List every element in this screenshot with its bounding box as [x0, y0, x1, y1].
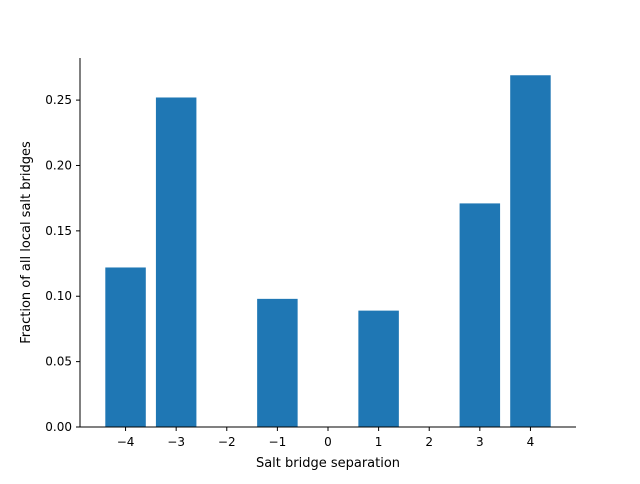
bar-−4	[105, 267, 146, 427]
y-tick-label: 0.15	[45, 224, 72, 238]
x-axis-label: Salt bridge separation	[256, 456, 400, 471]
x-tick-label: −1	[269, 435, 287, 449]
y-tick-label: 0.05	[45, 355, 72, 369]
y-tick-label: 0.00	[45, 420, 72, 434]
x-tick-label: −2	[218, 435, 236, 449]
y-tick-label: 0.25	[45, 93, 72, 107]
y-tick-label: 0.10	[45, 289, 72, 303]
x-tick-label: 0	[324, 435, 332, 449]
axes-layer	[79, 58, 576, 428]
x-tick-label: 2	[425, 435, 433, 449]
x-tick-label: 3	[476, 435, 484, 449]
y-axis-label: Fraction of all local salt bridges	[19, 141, 34, 344]
bar-4	[510, 75, 551, 427]
x-tick-label: −4	[117, 435, 135, 449]
x-tick-label: −3	[167, 435, 185, 449]
ticks-layer: −4 −3 −2 −1 0 1 2 3 4 0.00 0.05 0.10 0.15 0.20 0.25	[45, 93, 534, 449]
x-tick-label: 1	[375, 435, 383, 449]
bar-1	[358, 310, 399, 427]
bar-−3	[155, 97, 197, 427]
y-tick-label: 0.20	[45, 158, 72, 172]
bars-layer	[105, 75, 551, 427]
bar-−1	[257, 298, 298, 427]
bar-3	[459, 203, 501, 427]
x-tick-label: 4	[527, 435, 535, 449]
